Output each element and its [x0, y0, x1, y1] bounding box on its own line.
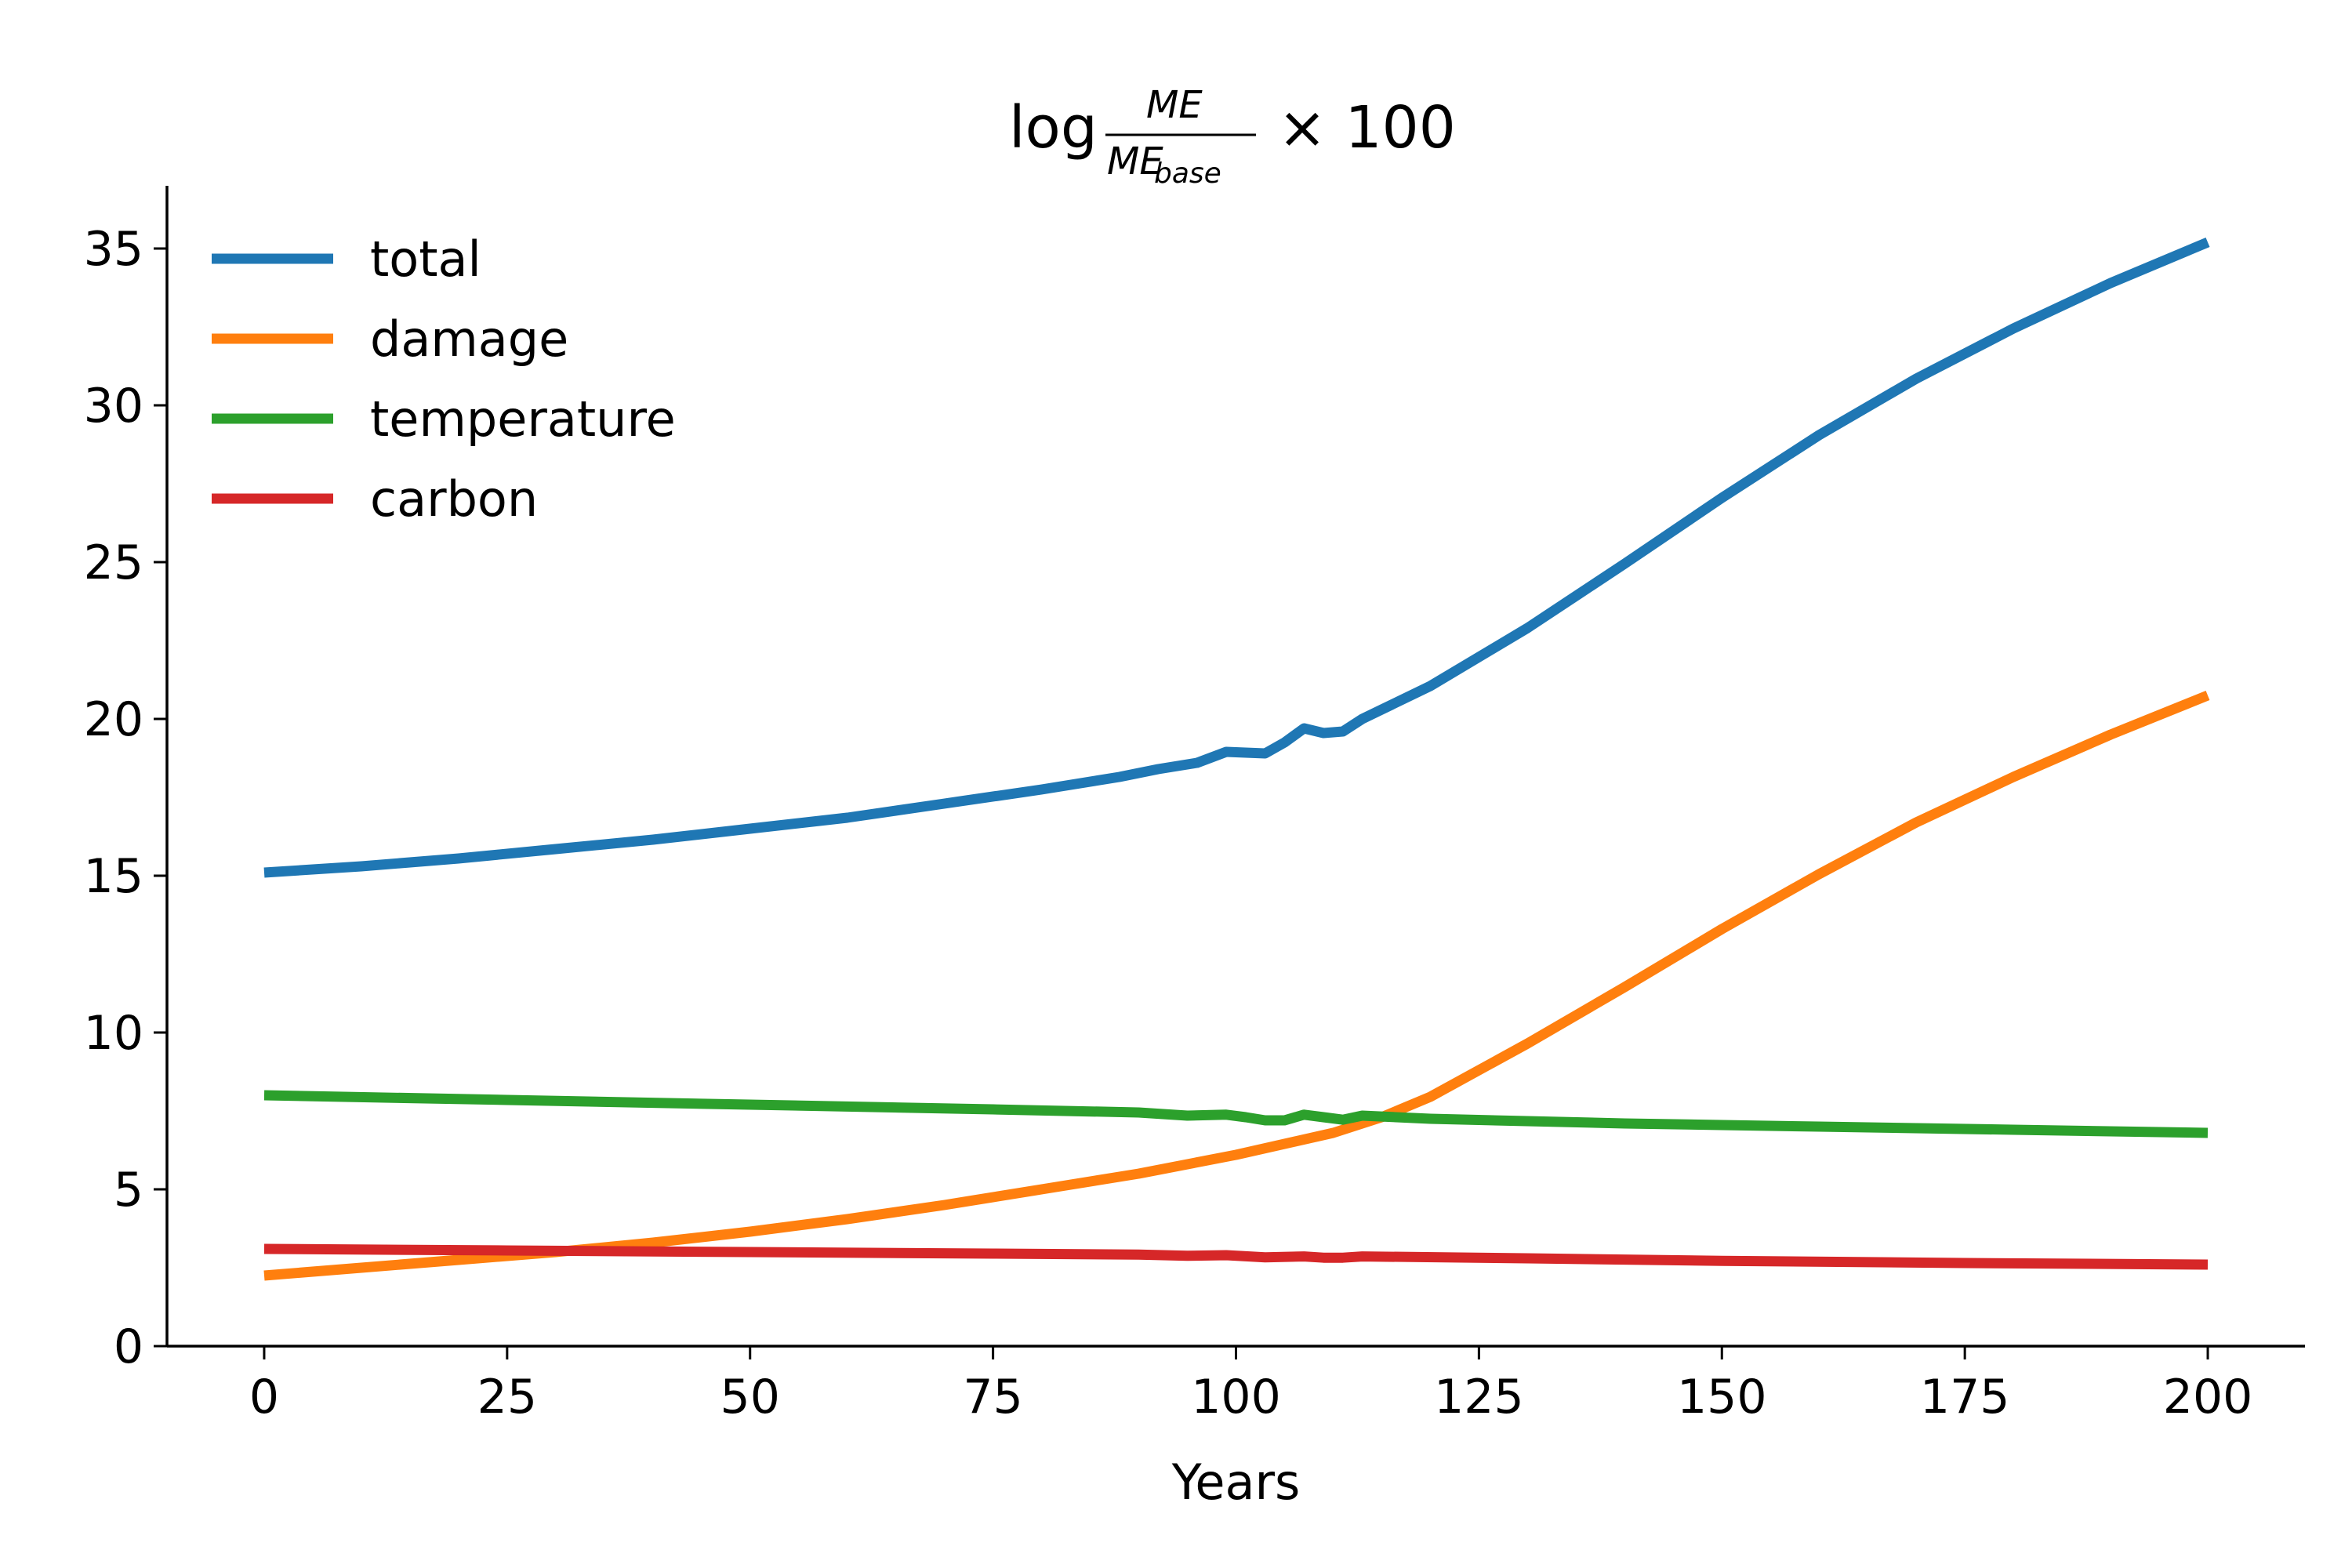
series-line-temperature	[263, 1090, 2209, 1138]
x-tick-label: 25	[477, 1370, 537, 1425]
series-line-damage	[263, 690, 2210, 1281]
title-numerator: ME	[1146, 83, 1203, 127]
x-tick-label: 200	[2163, 1370, 2253, 1425]
legend-label-carbon: carbon	[370, 470, 538, 528]
y-tick-label: 15	[84, 849, 143, 904]
y-tick-label: 35	[84, 222, 143, 277]
x-tick-label: 125	[1434, 1370, 1524, 1425]
x-tick-label: 175	[1920, 1370, 2010, 1425]
title-prefix: log	[1009, 94, 1098, 162]
title-denominator-subscript: base	[1154, 158, 1221, 190]
x-axis-title: Years	[1171, 1454, 1301, 1511]
title-denominator: ME	[1107, 140, 1163, 183]
legend: total damage temperature carbon	[212, 230, 676, 528]
y-tick-label: 30	[84, 379, 143, 434]
x-tick-label: 100	[1191, 1370, 1281, 1425]
y-tick-label: 5	[114, 1163, 143, 1218]
series-line-carbon	[263, 1243, 2209, 1270]
legend-label-total: total	[370, 230, 481, 288]
x-tick-label: 50	[720, 1370, 780, 1425]
x-tick-label: 150	[1677, 1370, 1767, 1425]
y-tick-label: 10	[84, 1006, 143, 1061]
x-ticks: 0 25 50 75 100 125 150 175 200	[249, 1346, 2252, 1425]
chart-title: log ME ME base × 100	[1009, 83, 1456, 190]
y-tick-label: 25	[84, 535, 143, 590]
title-suffix: × 100	[1278, 94, 1456, 162]
legend-label-temperature: temperature	[370, 390, 676, 448]
y-ticks: 0 5 10 15 20 25 30 35	[84, 222, 167, 1374]
x-tick-label: 0	[249, 1370, 279, 1425]
series-layer	[263, 238, 2210, 1281]
y-tick-label: 0	[114, 1319, 143, 1374]
x-tick-label: 75	[963, 1370, 1022, 1425]
y-tick-label: 20	[84, 692, 143, 747]
legend-label-damage: damage	[370, 310, 568, 368]
series-line-total	[263, 238, 2210, 878]
